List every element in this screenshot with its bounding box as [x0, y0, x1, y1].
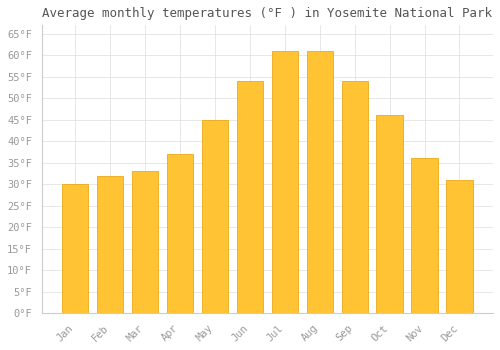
- Bar: [202, 120, 228, 313]
- Bar: [306, 51, 333, 313]
- Bar: [132, 171, 158, 313]
- Bar: [62, 184, 88, 313]
- Bar: [97, 176, 124, 313]
- Bar: [412, 159, 438, 313]
- Bar: [342, 81, 368, 313]
- Bar: [272, 51, 298, 313]
- Bar: [237, 81, 263, 313]
- Bar: [167, 154, 193, 313]
- Bar: [446, 180, 472, 313]
- Title: Average monthly temperatures (°F ) in Yosemite National Park: Average monthly temperatures (°F ) in Yo…: [42, 7, 492, 20]
- Bar: [376, 116, 402, 313]
